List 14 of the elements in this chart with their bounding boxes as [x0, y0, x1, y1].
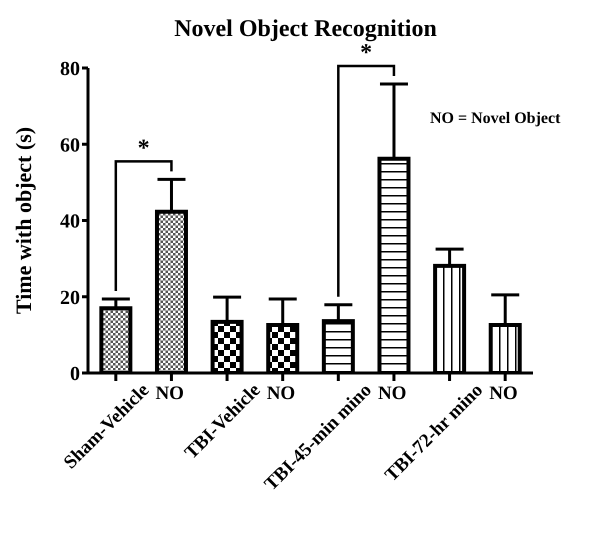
- x-tick-label: NO: [155, 383, 184, 404]
- annotation: *: [138, 135, 150, 162]
- y-axis-title: Time with object (s): [10, 126, 36, 314]
- y-tick-label: 0: [70, 363, 80, 386]
- y-tick-label: 80: [60, 58, 80, 80]
- x-tick-label: NO: [489, 383, 518, 404]
- y-tick-label: 20: [60, 286, 80, 309]
- x-tick-label: NO: [266, 383, 296, 404]
- x-tick-label: NO: [378, 383, 406, 404]
- y-tick-label: 40: [60, 210, 80, 233]
- chart-title: Novel Object Recognition: [173, 16, 438, 43]
- y-tick-label: 60: [60, 134, 80, 156]
- annotation: NO = Novel Object: [430, 110, 560, 128]
- text: *: [360, 40, 372, 66]
